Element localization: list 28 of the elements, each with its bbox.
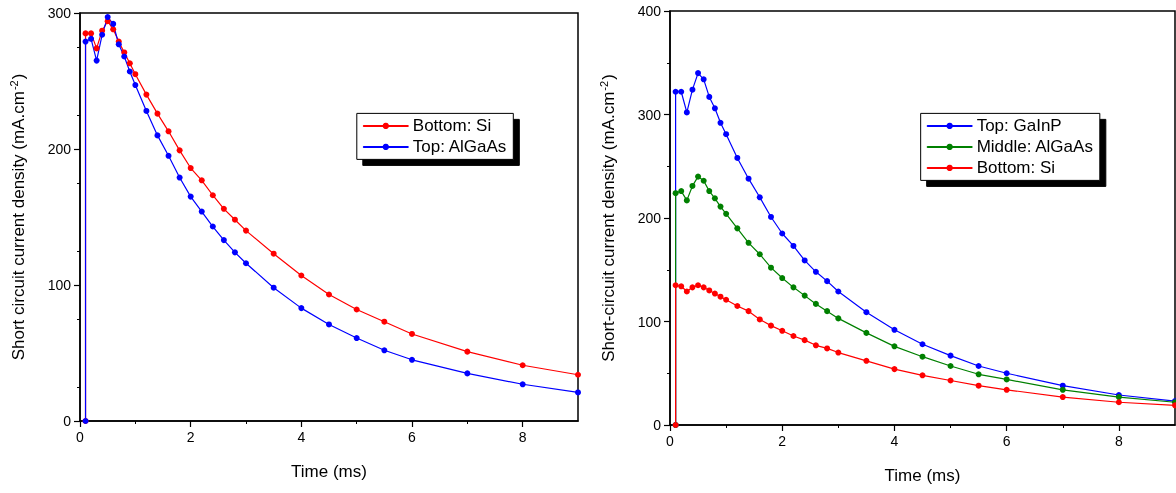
- y-axis-title: Short circuit current density (mA.cm-2): [7, 73, 28, 361]
- x-axis-title: Time (ms): [884, 466, 961, 485]
- y-tick-label: 300: [47, 5, 72, 21]
- legend-label: Bottom: Si: [412, 116, 492, 136]
- y-tick-label: 100: [47, 277, 72, 293]
- x-tick-label: 8: [518, 429, 527, 445]
- legend-label: Bottom: Si: [976, 158, 1056, 178]
- y-tick-label: 0: [653, 417, 662, 433]
- legend-label: Middle: AlGaAs: [976, 137, 1093, 157]
- x-tick-label: 6: [1002, 433, 1011, 449]
- x-tick-label: 4: [890, 433, 899, 449]
- x-axis-title: Time (ms): [291, 462, 367, 481]
- legend-label: Top: AlGaAs: [412, 137, 507, 157]
- x-tick-label: 6: [408, 429, 417, 445]
- y-tick-label: 0: [63, 413, 72, 429]
- y-tick-label: 300: [637, 106, 662, 123]
- y-tick-label: 100: [637, 313, 662, 330]
- x-tick-label: 4: [297, 429, 306, 445]
- x-tick-label: 8: [1114, 433, 1123, 449]
- y-axis-title: Short-circuit current density (mA.cm-2): [597, 74, 618, 362]
- y-tick-label: 200: [637, 210, 662, 226]
- legend-label: Top: GaInP: [976, 116, 1062, 136]
- x-tick-label: 0: [666, 433, 675, 449]
- x-tick-label: 2: [778, 433, 787, 449]
- y-tick-label: 200: [47, 141, 72, 157]
- x-tick-label: 0: [76, 429, 85, 445]
- x-tick-label: 2: [186, 429, 195, 445]
- y-tick-label: 400: [637, 3, 662, 19]
